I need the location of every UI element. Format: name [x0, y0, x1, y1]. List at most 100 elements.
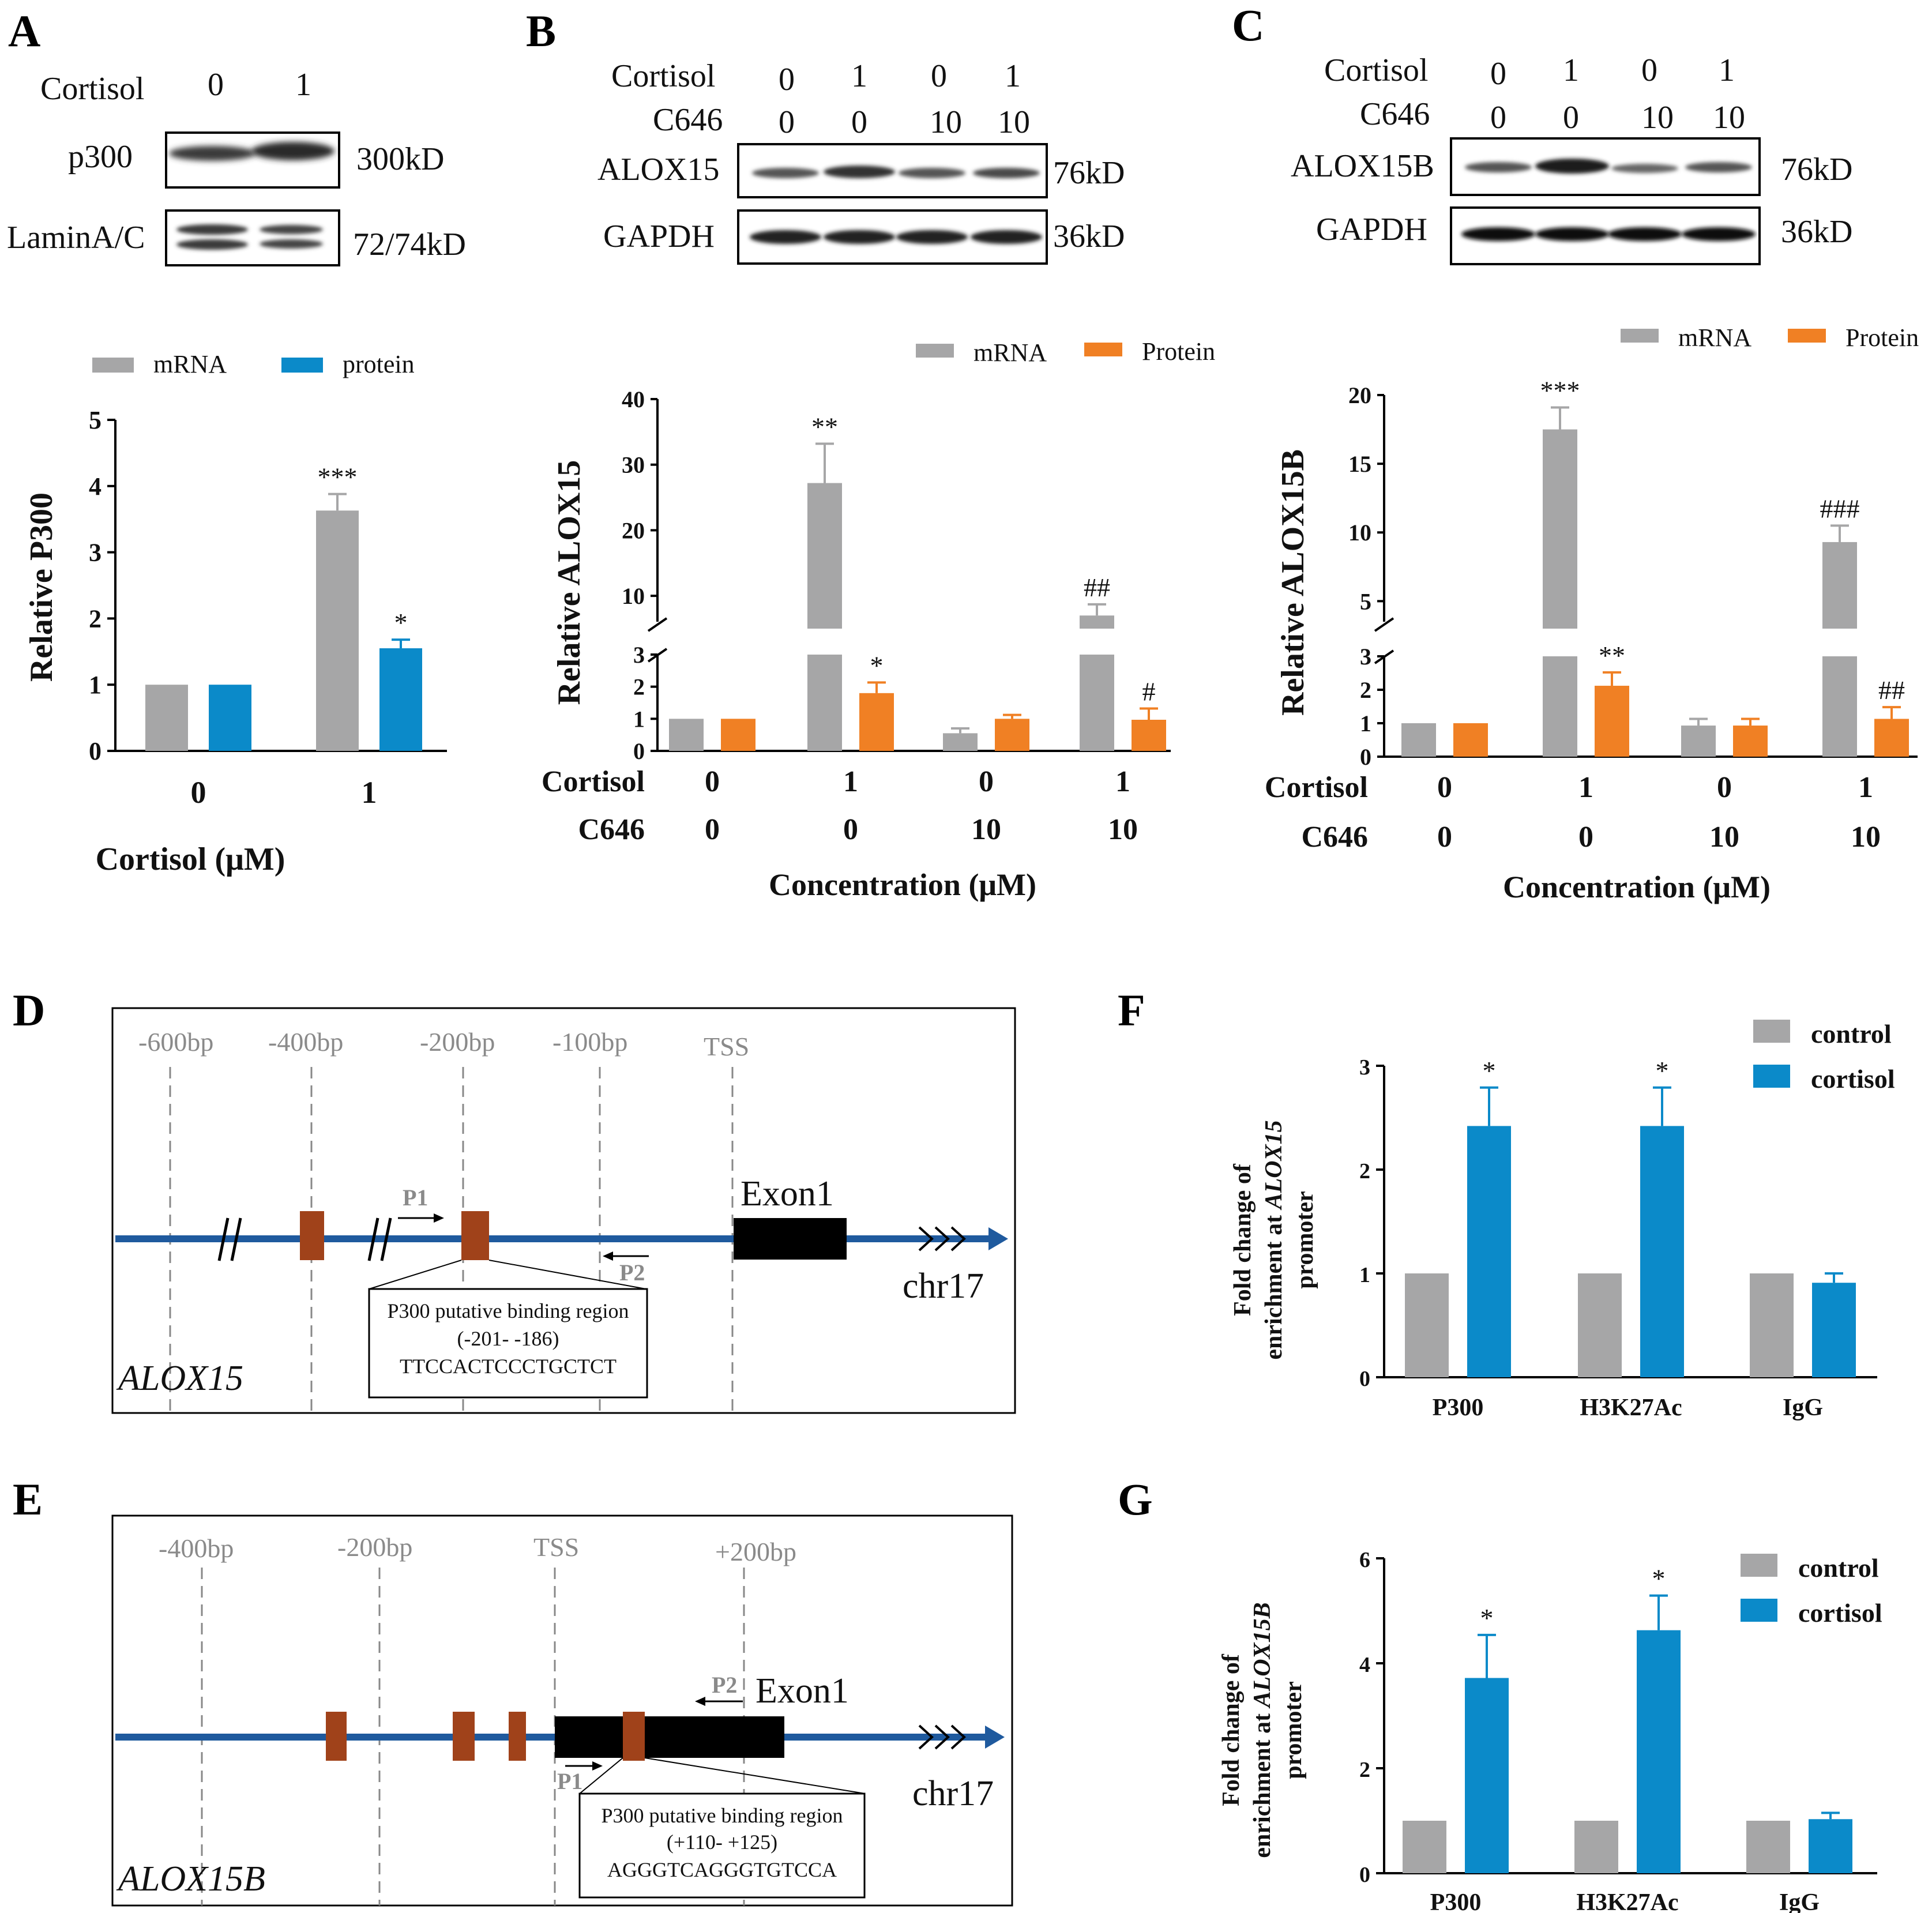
blot-c-row-1-size: 76kD	[1781, 152, 1852, 187]
diagram-e-pos-3: TSS	[533, 1532, 579, 1562]
diagram-e-site-2	[453, 1712, 475, 1761]
y-tick-label: 6	[1359, 1548, 1370, 1572]
legend-swatch-control	[1741, 1554, 1777, 1577]
x-category-label: 1	[362, 775, 377, 810]
diagram-d: -600bp -400bp -200bp -100bp TSS Exon1 ch…	[111, 1007, 1016, 1414]
x-category-label: H3K27Ac	[1576, 1889, 1678, 1913]
significance-label: ###	[1820, 494, 1860, 523]
bar-cortisol-0	[1465, 1678, 1509, 1873]
blot-b: Cortisol C646 0 1 0 1 0 0 10 10 ALOX15 7…	[597, 58, 1125, 265]
row-label-cortisol: Cortisol	[542, 765, 645, 798]
panel-letter-a: A	[8, 6, 40, 56]
diagram-d-box-title: P300 putative binding region	[388, 1299, 629, 1322]
diagram-e-box-range: (+110- +125)	[667, 1831, 777, 1854]
y-tick-label: 0	[633, 738, 645, 764]
axis-break-mark	[647, 617, 668, 632]
y-axis-title-line-3: promoter	[1292, 1191, 1318, 1289]
blot-c-cort-2: 1	[1563, 52, 1579, 88]
blot-c-row-1-name: ALOX15B	[1291, 148, 1434, 184]
significance-label: **	[811, 412, 838, 441]
significance-label: *	[394, 608, 408, 637]
legend-label-mRNA: mRNA	[1678, 324, 1751, 352]
y-axis-title-line-2: enrichment at ALOX15B	[1249, 1602, 1276, 1858]
diagram-d-box-range: (-201- -186)	[457, 1327, 559, 1350]
legend-label-Protein: Protein	[1142, 337, 1215, 366]
diagram-d-arrowhead	[988, 1227, 1008, 1250]
y-tick-label: 0	[1360, 744, 1371, 770]
c646-value: 10	[971, 813, 1001, 846]
bar-cortisol-2	[1809, 1819, 1852, 1873]
y-tick-label: 3	[1359, 1055, 1370, 1080]
diagram-e: -400bp -200bp TSS +200bp Exon1 chr17 P2 …	[111, 1514, 1013, 1907]
bar-control-2	[1750, 1273, 1794, 1377]
significance-label: *	[870, 651, 884, 680]
blot-c: Cortisol C646 0 1 0 1 0 0 10 10 ALOX15B …	[1291, 52, 1852, 265]
diagram-e-site-1	[326, 1712, 347, 1761]
y-tick-label: 5	[89, 406, 102, 434]
x-category-label: IgG	[1779, 1889, 1820, 1913]
c646-value: 0	[1578, 821, 1593, 854]
bar-Protein-1	[1595, 686, 1629, 757]
y-tick-label: 10	[1348, 520, 1371, 546]
blot-c-c646-2: 0	[1563, 100, 1579, 136]
diagram-e-exon	[555, 1716, 784, 1758]
diagram-e-pos-4: +200bp	[715, 1537, 796, 1566]
y-tick-label: 5	[1360, 588, 1371, 614]
y-axis-title-part: enrichment at	[1261, 1209, 1287, 1359]
blot-a-treatment-label: Cortisol	[40, 71, 144, 107]
blot-a-lane-1: 0	[208, 67, 224, 103]
legend-swatch-Protein	[1788, 329, 1826, 343]
diagram-e-pos-2: -200bp	[337, 1532, 412, 1562]
bar-mRNA-lower-3	[1822, 656, 1857, 757]
blot-c-label-c646: C646	[1360, 96, 1430, 132]
legend-swatch-Protein	[1084, 343, 1122, 356]
y-tick-label: 1	[89, 671, 102, 699]
c646-value: 0	[843, 813, 858, 846]
x-axis-title: Concentration (μM)	[769, 867, 1036, 902]
y-tick-label: 1	[1359, 1263, 1370, 1287]
legend-swatch-cortisol	[1753, 1065, 1790, 1088]
bar-Protein-0	[1453, 723, 1488, 757]
legend-label-protein: protein	[343, 350, 415, 378]
legend-swatch-protein	[281, 358, 323, 373]
blot-b-cort-1: 0	[779, 62, 795, 97]
y-axis-title-line-1: Fold change of	[1218, 1653, 1245, 1806]
chart-g: 0 2 4 6 * P300 * H3K27Ac IgG control cortisol Fold …	[1218, 1548, 1882, 1913]
bar-mRNA-upper-1	[807, 483, 842, 629]
y-tick-label: 3	[633, 642, 645, 668]
blot-a-row-2-name: LaminA/C	[7, 220, 145, 255]
bar-control-2	[1746, 1821, 1790, 1873]
y-tick-label: 2	[89, 604, 102, 633]
cortisol-value: 1	[1115, 765, 1130, 798]
bar-control-1	[1574, 1821, 1618, 1873]
row-label-c646: C646	[1301, 821, 1368, 854]
chart-b: 012310203040***###CortisolC6460010010110…	[542, 337, 1215, 902]
blot-b-c646-3: 10	[930, 104, 962, 140]
x-category-label: P300	[1433, 1395, 1484, 1421]
y-tick-label: 3	[1360, 644, 1371, 670]
blot-a-lane-2: 1	[295, 67, 311, 103]
y-tick-label: 1	[1360, 711, 1371, 736]
legend-label-Protein: Protein	[1845, 324, 1919, 352]
y-tick-label: 2	[1359, 1758, 1370, 1782]
y-tick-label: 30	[622, 452, 645, 478]
x-category-label: H3K27Ac	[1580, 1395, 1682, 1421]
blot-b-cort-3: 0	[931, 58, 947, 94]
blot-c-c646-4: 10	[1713, 100, 1745, 136]
blot-b-c646-1: 0	[779, 104, 795, 140]
blot-b-c646-4: 10	[998, 104, 1030, 140]
cortisol-value: 0	[1437, 771, 1452, 804]
x-category-label: 0	[191, 775, 206, 810]
y-axis-title-line-3: promoter	[1280, 1681, 1307, 1779]
blot-b-cort-4: 1	[1005, 58, 1021, 94]
blot-a: Cortisol 0 1 p300 300kD LaminA/C 72/74kD	[7, 67, 466, 266]
blot-c-cort-3: 0	[1641, 52, 1657, 88]
blot-c-row-2-name: GAPDH	[1316, 212, 1427, 247]
bar-mRNA-1	[316, 510, 359, 751]
legend-label-cortisol: cortisol	[1798, 1598, 1882, 1628]
significance-label: *	[1483, 1056, 1496, 1085]
bar-Protein-3	[1132, 720, 1166, 751]
diagram-d-exon-label: Exon1	[741, 1174, 834, 1213]
significance-label: ##	[1878, 675, 1905, 705]
